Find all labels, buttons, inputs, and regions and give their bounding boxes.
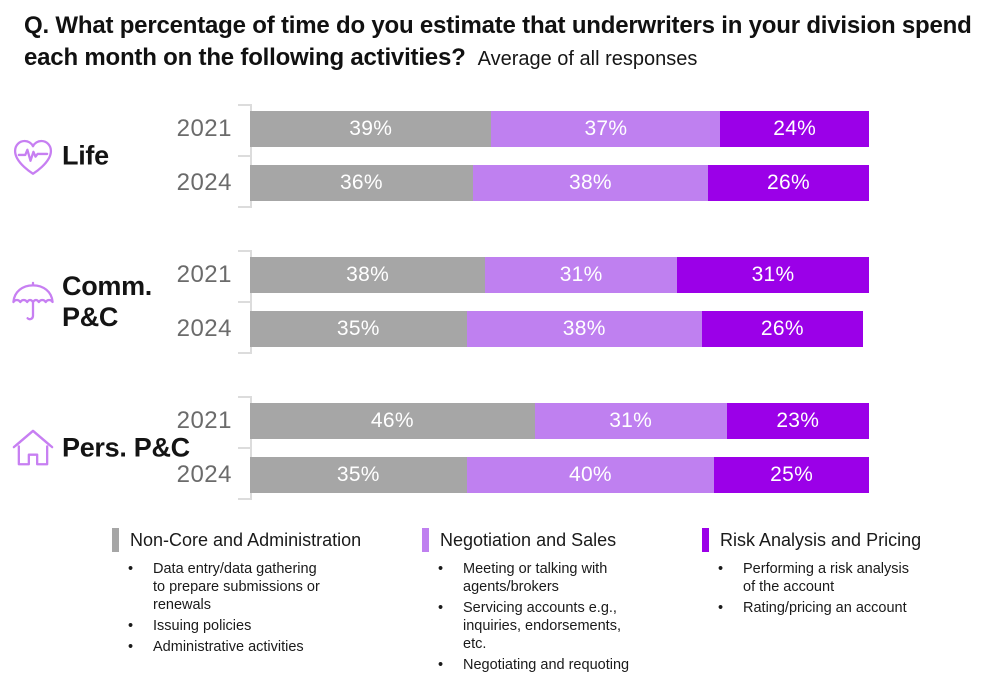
chart-group-comm-p-c: Comm. P&C 2021 38% 31% 31% 2024 35% 38% 26% xyxy=(0,250,990,354)
bar-segment: 38% xyxy=(466,311,702,347)
axis-tick xyxy=(238,498,250,500)
category-axis xyxy=(250,396,252,500)
question-text: Q. What percentage of time do you estima… xyxy=(24,12,972,71)
legend-item: Negotiation and Sales Meeting or talking … xyxy=(422,528,640,678)
legend-item: Risk Analysis and Pricing Performing a ri… xyxy=(702,528,921,621)
group-rows: 2021 46% 31% 23% 2024 35% 40% 25% xyxy=(0,403,990,511)
legend-bullet: Issuing policies xyxy=(112,618,330,636)
group-label: Pers. P&C xyxy=(62,432,190,463)
category-axis xyxy=(250,250,252,354)
axis-tick xyxy=(238,104,250,106)
legend-bullet-list: Performing a risk analysis of the accoun… xyxy=(702,561,920,618)
axis-tick xyxy=(238,206,250,208)
bar-row-2024: 2024 35% 40% 25% xyxy=(0,457,990,493)
bar-segment: 38% xyxy=(250,257,486,293)
bar-row-2021: 2021 38% 31% 31% xyxy=(0,257,990,293)
bar-segment: 35% xyxy=(250,311,467,347)
legend-header: Negotiation and Sales xyxy=(422,528,640,552)
group-label: Comm. P&C xyxy=(62,270,153,332)
bar-segment: 40% xyxy=(466,457,715,493)
category-axis xyxy=(250,104,252,208)
stacked-bar: 35% 38% 26% xyxy=(250,311,869,347)
legend-bullet: Servicing accounts e.g., inquiries, endo… xyxy=(422,600,640,654)
bar-segment: 31% xyxy=(677,257,869,293)
stacked-bar: 46% 31% 23% xyxy=(250,403,869,439)
bar-segment: 46% xyxy=(250,403,535,439)
chart-group-pers-p-c: Pers. P&C 2021 46% 31% 23% 2024 35% 40% 25% xyxy=(0,396,990,500)
legend-bullet: Meeting or talking with agents/brokers xyxy=(422,561,640,597)
axis-tick xyxy=(238,301,250,303)
bar-row-2024: 2024 35% 38% 26% xyxy=(0,311,990,347)
axis-tick xyxy=(238,447,250,449)
page-title: Q. What percentage of time do you estima… xyxy=(24,10,974,75)
year-label: 2024 xyxy=(176,461,232,488)
bar-row-2024: 2024 36% 38% 26% xyxy=(0,165,990,201)
bar-row-2021: 2021 39% 37% 24% xyxy=(0,111,990,147)
year-label: 2024 xyxy=(176,315,232,342)
umbrella-icon xyxy=(8,277,58,327)
bar-row-2021: 2021 46% 31% 23% xyxy=(0,403,990,439)
legend-bullet: Data entry/data gathering to prepare sub… xyxy=(112,561,330,615)
year-label: 2021 xyxy=(176,407,232,434)
group-rows: 2021 38% 31% 31% 2024 35% 38% 26% xyxy=(0,257,990,365)
axis-tick xyxy=(238,250,250,252)
bar-segment: 35% xyxy=(250,457,467,493)
bar-segment: 26% xyxy=(708,165,869,201)
year-label: 2024 xyxy=(176,169,232,196)
axis-tick xyxy=(238,155,250,157)
bar-segment: 24% xyxy=(720,111,869,147)
bar-segment: 36% xyxy=(250,165,473,201)
legend-bullet: Performing a risk analysis of the accoun… xyxy=(702,561,920,597)
bar-segment: 25% xyxy=(714,457,869,493)
legend-title: Non-Core and Administration xyxy=(130,529,362,550)
stacked-bar: 35% 40% 25% xyxy=(250,457,869,493)
legend-swatch xyxy=(422,528,429,552)
bar-segment: 38% xyxy=(472,165,709,201)
axis-tick xyxy=(238,396,250,398)
bar-segment: 23% xyxy=(726,403,869,439)
legend-title: Negotiation and Sales xyxy=(440,529,617,550)
house-icon xyxy=(8,423,58,473)
group-label: Life xyxy=(62,140,109,171)
legend-title: Risk Analysis and Pricing xyxy=(720,529,922,550)
legend-swatch xyxy=(112,528,119,552)
year-label: 2021 xyxy=(176,115,232,142)
bar-segment: 31% xyxy=(534,403,727,439)
heart-pulse-icon xyxy=(8,131,58,181)
bar-segment: 39% xyxy=(250,111,492,147)
stacked-bar: 36% 38% 26% xyxy=(250,165,869,201)
group-rows: 2021 39% 37% 24% 2024 36% 38% 26% xyxy=(0,111,990,219)
legend-bullet: Administrative activities xyxy=(112,639,330,657)
legend-item: Non-Core and Administration Data entry/da… xyxy=(112,528,361,660)
stacked-bar-chart: Life 2021 39% 37% 24% 2024 36% 38% 26% Comm. P&C 2… xyxy=(0,104,990,542)
year-label: 2021 xyxy=(176,261,232,288)
legend-bullet: Rating/pricing an account xyxy=(702,600,920,618)
bar-segment: 37% xyxy=(491,111,721,147)
stacked-bar: 39% 37% 24% xyxy=(250,111,869,147)
stacked-bar: 38% 31% 31% xyxy=(250,257,869,293)
bar-segment: 26% xyxy=(701,311,863,347)
average-note: Average of all responses xyxy=(477,48,698,70)
bar-segment: 31% xyxy=(485,257,678,293)
legend-bullet-list: Data entry/data gathering to prepare sub… xyxy=(112,561,330,657)
chart-group-life: Life 2021 39% 37% 24% 2024 36% 38% 26% xyxy=(0,104,990,208)
legend-swatch xyxy=(702,528,709,552)
legend-header: Non-Core and Administration xyxy=(112,528,361,552)
axis-tick xyxy=(238,352,250,354)
legend-bullet: Negotiating and requoting xyxy=(422,657,640,675)
legend-bullet-list: Meeting or talking with agents/brokersSe… xyxy=(422,561,640,675)
legend-header: Risk Analysis and Pricing xyxy=(702,528,921,552)
